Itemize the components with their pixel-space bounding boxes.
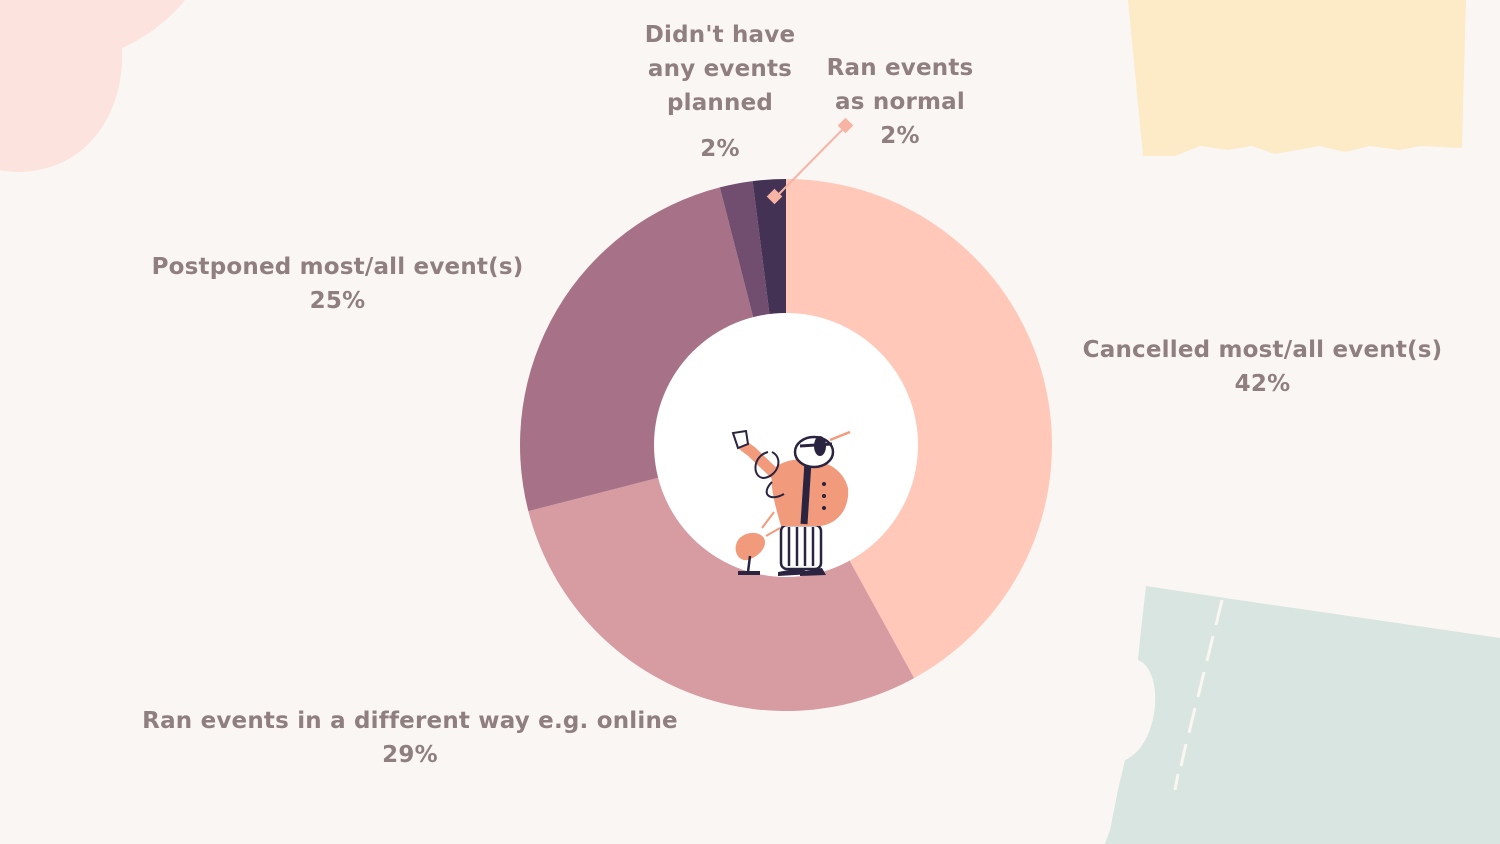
slice-label-line: Ran events bbox=[826, 55, 974, 81]
slice-label-cancelled: Cancelled most/all event(s) 42% bbox=[1040, 333, 1485, 401]
slice-label-different-way: Ran events in a different way e.g. onlin… bbox=[110, 704, 710, 772]
slice-label-line: any events bbox=[647, 56, 793, 82]
green-ticket-shape bbox=[1105, 586, 1500, 844]
slice-label-line: Didn't have bbox=[644, 22, 796, 48]
slice-label-no-events: Didn't have any events planned 2% bbox=[610, 18, 830, 166]
yellow-ticket-shape bbox=[1128, 0, 1466, 156]
slice-percent: 2% bbox=[700, 136, 740, 162]
slice-label-line: planned bbox=[666, 90, 774, 116]
slice-label-text: Cancelled most/all event(s) bbox=[1082, 337, 1443, 363]
leader-line bbox=[766, 117, 854, 205]
slice-label-text: Ran events in a different way e.g. onlin… bbox=[142, 708, 678, 734]
donut-hole bbox=[654, 313, 918, 577]
slice-percent: 29% bbox=[382, 742, 438, 768]
slice-label-as-normal: Ran events as normal 2% bbox=[795, 51, 1005, 153]
slice-label-postponed: Postponed most/all event(s) 25% bbox=[110, 250, 565, 318]
ticket-perforation bbox=[1173, 599, 1224, 791]
slice-percent: 2% bbox=[880, 123, 920, 149]
slice-label-text: Postponed most/all event(s) bbox=[151, 254, 524, 280]
pink-blob-shape bbox=[0, 0, 185, 172]
slice-label-line: as normal bbox=[835, 89, 965, 115]
slice-percent: 42% bbox=[1234, 371, 1291, 397]
slice-percent: 25% bbox=[309, 288, 366, 314]
megaphone-figure-illustration bbox=[731, 429, 851, 576]
